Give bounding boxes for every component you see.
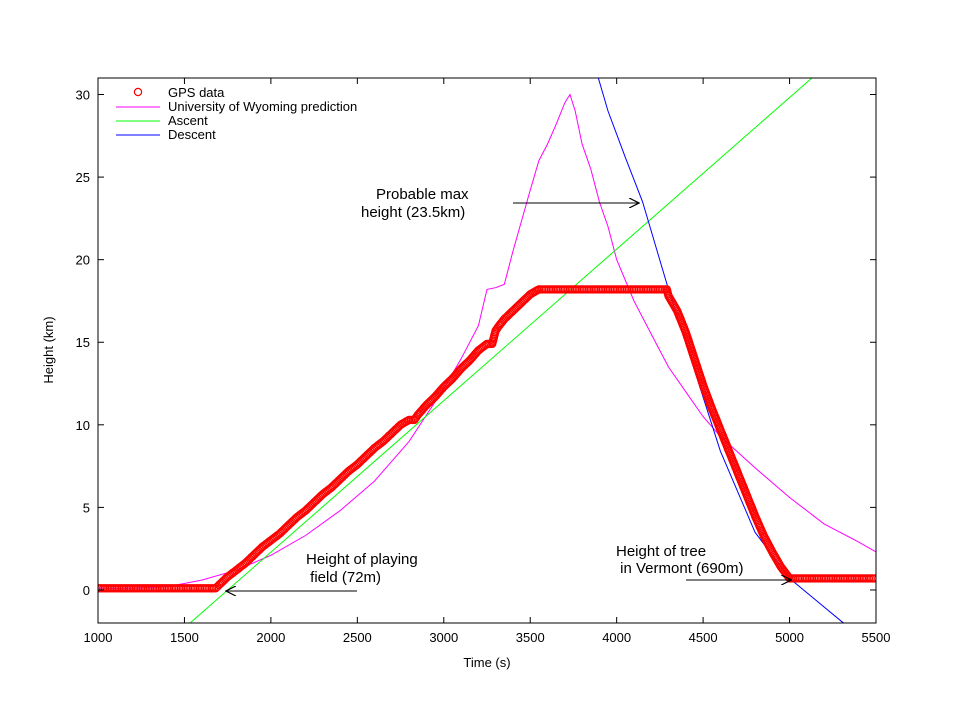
series-gps-data <box>98 285 876 593</box>
x-tick-label: 3000 <box>429 630 458 645</box>
legend-gps-label: GPS data <box>168 85 225 100</box>
legend: GPS data University of Wyoming predictio… <box>116 85 357 142</box>
x-tick-label: 1000 <box>84 630 113 645</box>
annotation-field-line2: field (72m) <box>306 569 381 586</box>
y-tick-label: 0 <box>83 583 90 598</box>
y-axis-label: Height (km) <box>41 316 56 383</box>
y-tick-label: 10 <box>76 418 90 433</box>
y-tick-label: 20 <box>76 253 90 268</box>
legend-ascent-label: Ascent <box>168 113 208 128</box>
x-tick-label: 2000 <box>256 630 285 645</box>
y-tick-label: 5 <box>83 500 90 515</box>
y-tick-label: 15 <box>76 335 90 350</box>
x-tick-label: 1500 <box>170 630 199 645</box>
plot-frame <box>97 77 877 624</box>
annotation-tree-line1: Height of tree <box>616 543 706 560</box>
series-university-of-wyoming-prediction-line <box>98 93 876 589</box>
series-descent-line <box>597 78 845 623</box>
x-tick-label: 2500 <box>343 630 372 645</box>
legend-descent-label: Descent <box>168 127 216 142</box>
annotations: Probable max height (23.5km) Height of p… <box>226 186 791 591</box>
x-tick-label: 4000 <box>602 630 631 645</box>
tick-layer: 1000 1500 2000 2500 3000 3500 4000 4500 5000 5500… <box>76 78 891 645</box>
gps-point <box>870 574 876 583</box>
series-layer <box>98 78 876 623</box>
annotation-field-line1: Height of playing <box>306 551 418 568</box>
series-ascent-line <box>189 78 813 623</box>
legend-gps-marker <box>133 87 143 97</box>
annotation-max-height-line1: Probable max <box>376 186 469 203</box>
annotation-tree-line2: in Vermont (690m) <box>616 560 744 577</box>
x-tick-label: 5500 <box>862 630 891 645</box>
y-tick-label: 25 <box>76 170 90 185</box>
y-tick-label: 30 <box>76 88 90 103</box>
x-tick-label: 4500 <box>689 630 718 645</box>
annotation-max-height-line2: height (23.5km) <box>361 204 465 221</box>
x-tick-label: 3500 <box>516 630 545 645</box>
x-tick-label: 5000 <box>775 630 804 645</box>
x-axis-label: Time (s) <box>463 655 510 670</box>
legend-wyoming-label: University of Wyoming prediction <box>168 99 357 114</box>
